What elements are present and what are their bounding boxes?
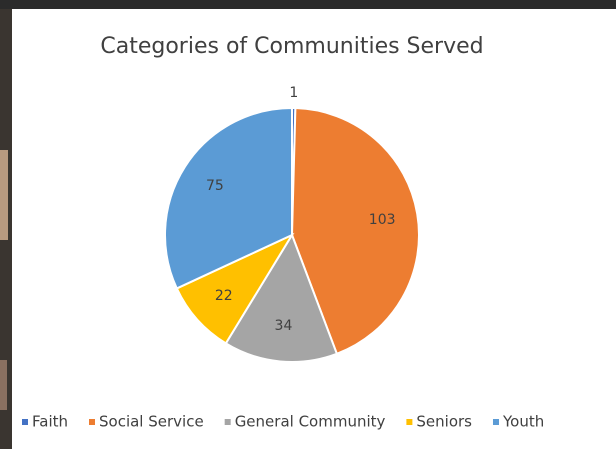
data-label: 22 xyxy=(215,288,233,304)
legend-label: Seniors xyxy=(416,413,472,431)
legend-label: Youth xyxy=(502,413,544,431)
top-bar xyxy=(0,0,616,9)
legend-marker xyxy=(22,419,28,425)
legend-label: Social Service xyxy=(99,413,204,431)
pie-slice xyxy=(164,106,293,290)
legend-label: Faith xyxy=(32,413,68,431)
data-label: 75 xyxy=(206,178,224,194)
legend-marker xyxy=(89,419,95,425)
left-edge-photo xyxy=(0,150,8,240)
legend-label: General Community xyxy=(235,413,386,431)
data-label: 103 xyxy=(369,212,396,228)
legend-marker xyxy=(224,419,231,425)
legend-marker xyxy=(406,419,413,425)
legend: Faith Social Service General Community Seni… xyxy=(22,413,544,431)
left-edge-photo xyxy=(0,360,7,410)
data-label: 34 xyxy=(275,318,293,334)
chart-title: Categories of Communities Served xyxy=(100,34,483,59)
pie-slice xyxy=(290,107,420,356)
pie-slice xyxy=(224,232,339,363)
data-label: 1 xyxy=(289,85,298,101)
pie: 1 103 34 22 75 xyxy=(164,85,420,363)
legend-marker xyxy=(492,419,499,425)
